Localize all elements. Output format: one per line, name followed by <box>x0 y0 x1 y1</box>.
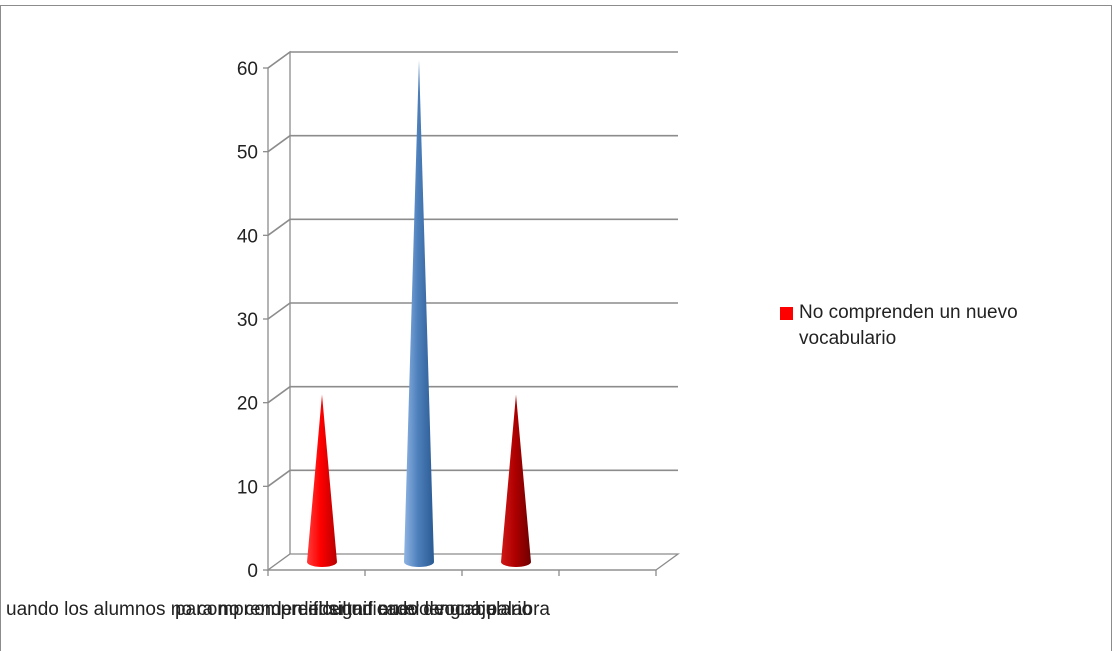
gridline <box>267 385 678 404</box>
cones <box>307 60 531 567</box>
y-tick-label: 30 <box>237 310 258 331</box>
cone-body <box>501 394 531 567</box>
legend: No comprenden un nuevo vocabulario <box>780 300 1110 352</box>
gridlines <box>267 51 678 487</box>
gridline <box>267 134 678 153</box>
gridline <box>267 469 678 487</box>
y-tick-label: 50 <box>237 143 258 164</box>
y-tick-label: 0 <box>247 561 258 582</box>
cone-bar <box>307 394 337 567</box>
gridline <box>267 218 678 236</box>
y-tick-label: 40 <box>237 226 258 247</box>
y-axis-ticks: 0 10 20 30 40 50 60 <box>237 59 657 582</box>
chart-frame <box>0 5 1112 651</box>
gridline <box>267 51 678 69</box>
x-axis-labels: uando los alumnos no comprenden el signi… <box>6 599 550 620</box>
x-category-label: uando los alumnos no comprenden el signi… <box>6 599 550 620</box>
cone-bar <box>404 60 434 567</box>
cone-bar <box>501 394 531 567</box>
legend-swatch <box>780 307 793 320</box>
legend-label: No comprenden un nuevo vocabulario <box>799 302 1018 349</box>
x-category-label: dificultad en el lenguaje <box>298 599 497 620</box>
cone-body <box>404 60 434 567</box>
y-tick-label: 20 <box>237 394 258 415</box>
cone-body <box>307 394 337 567</box>
gridline <box>267 302 678 320</box>
y-tick-label: 10 <box>237 477 258 498</box>
y-tick-label: 60 <box>237 59 258 80</box>
x-category-label: para no comprender un nuevo vocabulario <box>175 599 532 620</box>
